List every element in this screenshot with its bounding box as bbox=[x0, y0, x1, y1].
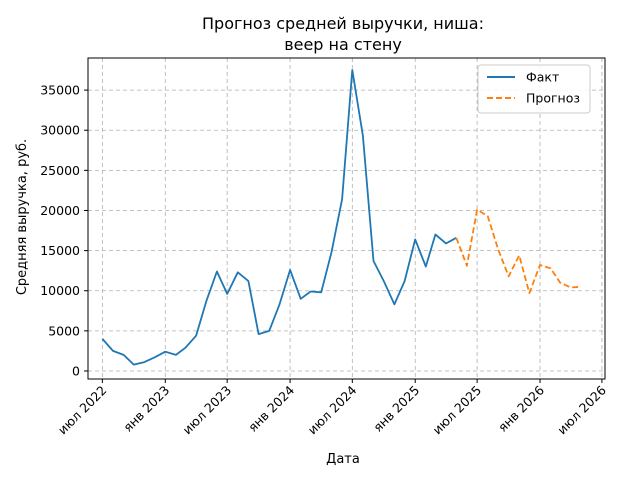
y-tick-label: 0 bbox=[72, 363, 80, 378]
x-axis-label: Дата bbox=[326, 452, 360, 467]
x-tick-label: янв 2024 bbox=[245, 382, 297, 434]
x-tick-label: янв 2023 bbox=[120, 383, 172, 435]
y-axis-label: Средняя выручка, руб. bbox=[15, 139, 30, 295]
series-line-forecast bbox=[455, 208, 582, 295]
y-axis: 0 5000 10000 15000 20000 25000 30000 35000 bbox=[40, 83, 88, 378]
grid bbox=[88, 58, 605, 379]
chart-title-line1: Прогноз средней выручки, ниша: bbox=[202, 14, 484, 33]
series-layer bbox=[101, 69, 582, 366]
x-tick-label: июл 2025 bbox=[429, 383, 484, 438]
x-tick-label: июл 2023 bbox=[180, 383, 235, 438]
y-tick-label: 5000 bbox=[48, 323, 80, 338]
legend-label-forecast: Прогноз bbox=[526, 91, 580, 106]
y-tick-label: 20000 bbox=[40, 203, 80, 218]
x-axis: июл 2022 янв 2023 июл 2023 янв 2024 июл 2024… bbox=[55, 379, 609, 437]
legend: Факт Прогноз bbox=[477, 64, 591, 114]
y-tick-label: 10000 bbox=[40, 283, 80, 298]
x-tick-label: июл 2026 bbox=[554, 382, 609, 437]
chart-title-line2: веер на стену bbox=[284, 35, 402, 54]
x-tick-label: июл 2022 bbox=[55, 383, 110, 438]
legend-label-fact: Факт bbox=[526, 70, 559, 85]
y-tick-label: 15000 bbox=[40, 243, 80, 258]
series-line-fact bbox=[101, 69, 457, 366]
y-tick-label: 35000 bbox=[40, 83, 80, 98]
y-tick-label: 25000 bbox=[40, 163, 80, 178]
x-tick-label: июл 2024 bbox=[305, 382, 360, 437]
x-tick-label: янв 2026 bbox=[495, 382, 547, 434]
y-tick-label: 30000 bbox=[40, 123, 80, 138]
x-tick-label: янв 2025 bbox=[370, 383, 422, 435]
plot-area bbox=[87, 57, 606, 380]
